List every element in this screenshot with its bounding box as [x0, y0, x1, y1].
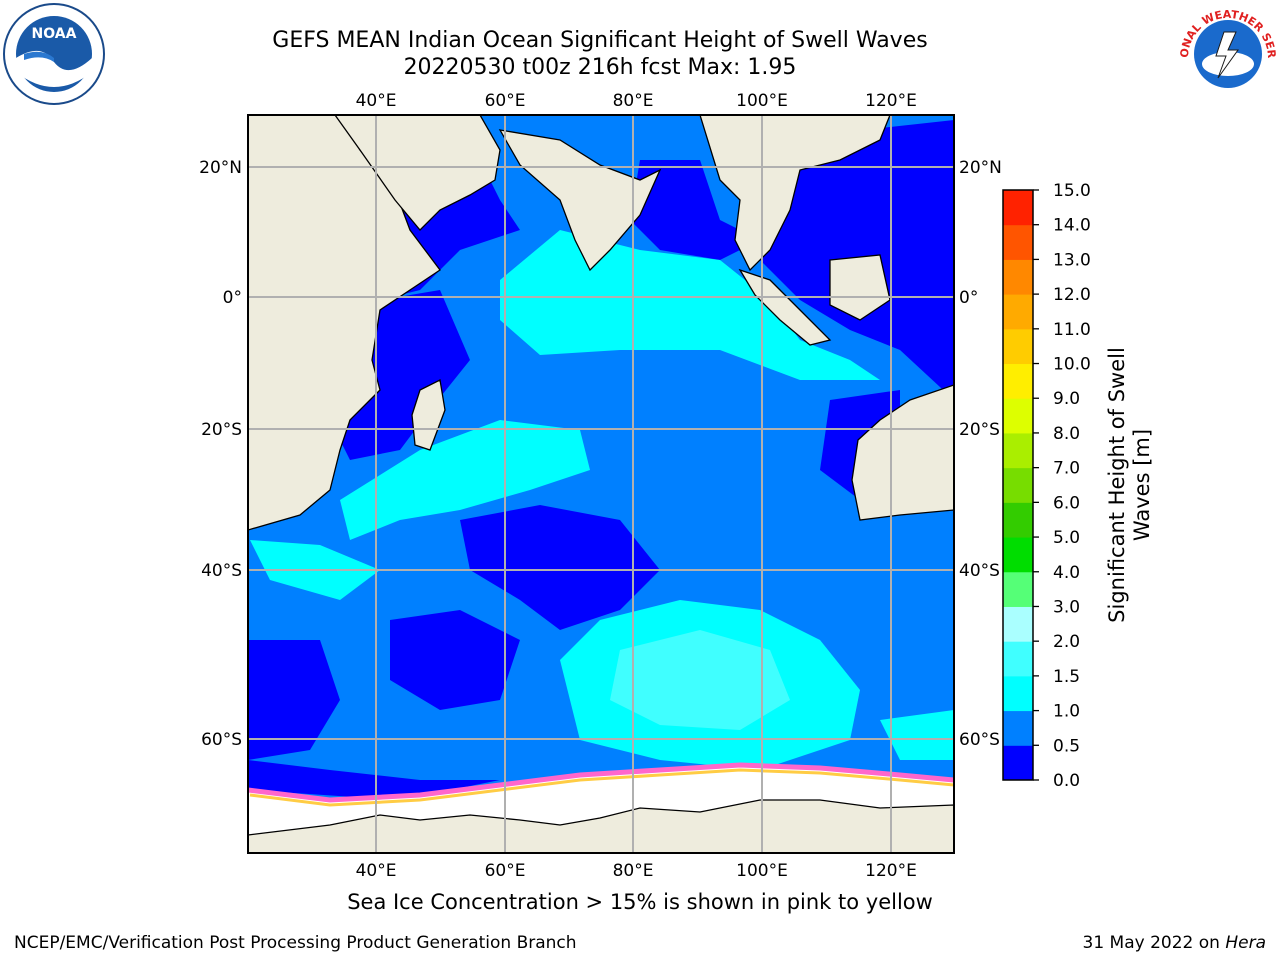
colorbar-tick-label: 2.0: [1053, 632, 1080, 652]
colorbar-label: Significant Height of Swell Waves [m]: [1105, 347, 1154, 623]
colorbar-segment: [1003, 432, 1033, 469]
low-swell-central-south: [460, 505, 660, 630]
low-swell-bay-of-bengal: [630, 160, 760, 260]
colorbar-tick-label: 9.0: [1053, 389, 1080, 409]
colorbar-tick-label: 1.0: [1053, 702, 1080, 722]
colorbar-segment: [1003, 571, 1033, 607]
lon-ticks-top: 40°E 60°E 80°E 100°E 120°E: [356, 91, 917, 111]
lon-tick: 80°E: [613, 861, 654, 881]
lon-tick: 100°E: [736, 91, 788, 111]
high-swell-core: [610, 630, 790, 730]
colorbar-segment: [1003, 467, 1033, 503]
lat-ticks-left: 20°N 0° 20°S 40°S 60°S: [199, 158, 242, 750]
colorbar-segment: [1003, 606, 1033, 642]
colorbar-tick-label: 4.0: [1053, 563, 1080, 583]
colorbar-tick-label: 1.5: [1053, 667, 1080, 687]
gridlines: [248, 115, 954, 853]
map-field: [248, 115, 954, 853]
colorbar-segment: [1003, 745, 1033, 781]
colorbar-segment: [1003, 294, 1033, 330]
footer-date: 31 May 2022 on Hera: [1083, 933, 1267, 953]
lon-tick: 80°E: [613, 91, 654, 111]
colorbar-segment: [1003, 641, 1033, 677]
colorbar-segment: [1003, 190, 1033, 226]
lat-ticks-right: 20°N 0° 20°S 40°S 60°S: [959, 158, 1002, 750]
colorbar-tick-label: 10.0: [1053, 355, 1091, 375]
footer-date-text: 31 May 2022 on: [1082, 933, 1220, 953]
map-title: GEFS MEAN Indian Ocean Significant Heigh…: [272, 28, 928, 53]
colorbar-segment: [1003, 224, 1033, 260]
mid-swell-subtropical-band: [340, 420, 590, 540]
colorbar-tick-label: 14.0: [1053, 216, 1091, 236]
colorbar: [1002, 189, 1034, 781]
colorbar-tick-label: 15.0: [1053, 181, 1091, 201]
lat-tick: 20°S: [201, 420, 242, 440]
map-frame: [247, 114, 955, 854]
lat-tick: 60°S: [959, 730, 1000, 750]
colorbar-tick-label: 13.0: [1053, 250, 1091, 270]
sea-ice-note: Sea Ice Concentration > 15% is shown in …: [347, 890, 933, 914]
lat-tick: 20°N: [199, 158, 242, 178]
land-madagascar: [411, 379, 446, 451]
colorbar-tick-label: 0.0: [1053, 771, 1080, 791]
svg-text:NOAA: NOAA: [32, 26, 77, 42]
footer-credit: NCEP/EMC/Verification Post Processing Pr…: [14, 933, 577, 953]
land-india: [498, 129, 662, 272]
colorbar-tick-label: 7.0: [1053, 459, 1080, 479]
land-antarctica: [248, 799, 954, 853]
colorbar-segment: [1003, 328, 1033, 365]
colorbar-segment: [1003, 710, 1033, 746]
lon-tick: 60°E: [485, 91, 526, 111]
colorbar-tick-label: 5.0: [1053, 528, 1080, 548]
land: [248, 115, 954, 853]
colorbar-tick-label: 6.0: [1053, 493, 1080, 513]
colorbar-tick-label: 11.0: [1053, 320, 1091, 340]
colorbar-tick-label: 3.0: [1053, 597, 1080, 617]
mid-swell-equatorial: [500, 230, 880, 380]
colorbar-segment: [1003, 502, 1033, 538]
colorbar-segment: [1003, 675, 1033, 712]
colorbar-segment: [1003, 259, 1033, 295]
lat-tick: 60°S: [201, 730, 242, 750]
lon-ticks-bottom: 40°E 60°E 80°E 100°E 120°E: [356, 861, 917, 881]
noaa-logo: NOAA: [3, 3, 105, 105]
colorbar-tick-label: 8.0: [1053, 424, 1080, 444]
lat-tick: 40°S: [201, 561, 242, 581]
low-swell-far-south-west: [248, 640, 340, 760]
land-australia: [851, 384, 954, 521]
lat-tick: 40°S: [959, 561, 1000, 581]
land-southeast-asia: [699, 115, 891, 272]
colorbar-tick-label: 0.5: [1053, 736, 1080, 756]
lon-tick: 120°E: [865, 91, 917, 111]
lat-tick: 20°S: [959, 420, 1000, 440]
colorbar-frame: [1002, 189, 1034, 781]
colorbar-segment: [1003, 363, 1033, 399]
low-swell-south-west: [390, 610, 520, 710]
colorbar-segment: [1003, 398, 1033, 434]
colorbar-tick-label: 12.0: [1053, 285, 1091, 305]
lon-tick: 120°E: [865, 861, 917, 881]
lon-tick: 60°E: [485, 861, 526, 881]
mid-swell-south-east: [880, 710, 954, 760]
low-swell-mozambique-channel: [330, 290, 470, 460]
footer-system: Hera: [1225, 933, 1266, 953]
lat-tick: 0°: [223, 288, 242, 308]
colorbar-segment: [1003, 537, 1033, 573]
low-swell-antarctic-margin: [248, 760, 500, 800]
colorbar-ticks: 0.0 0.5 1.0 1.5 2.0 3.0 4.0 5.0 6.0 7.0 8.0 9.0 10.0…: [1033, 181, 1091, 791]
lon-tick: 40°E: [356, 91, 397, 111]
map-subtitle: 20220530 t00z 216h fcst Max: 1.95: [403, 55, 797, 80]
nws-logo: NATIONAL WEATHER SERVICE: [1176, 2, 1278, 104]
lat-tick: 0°: [959, 288, 978, 308]
lon-tick: 40°E: [356, 861, 397, 881]
lat-tick: 20°N: [959, 158, 1002, 178]
lon-tick: 100°E: [736, 861, 788, 881]
